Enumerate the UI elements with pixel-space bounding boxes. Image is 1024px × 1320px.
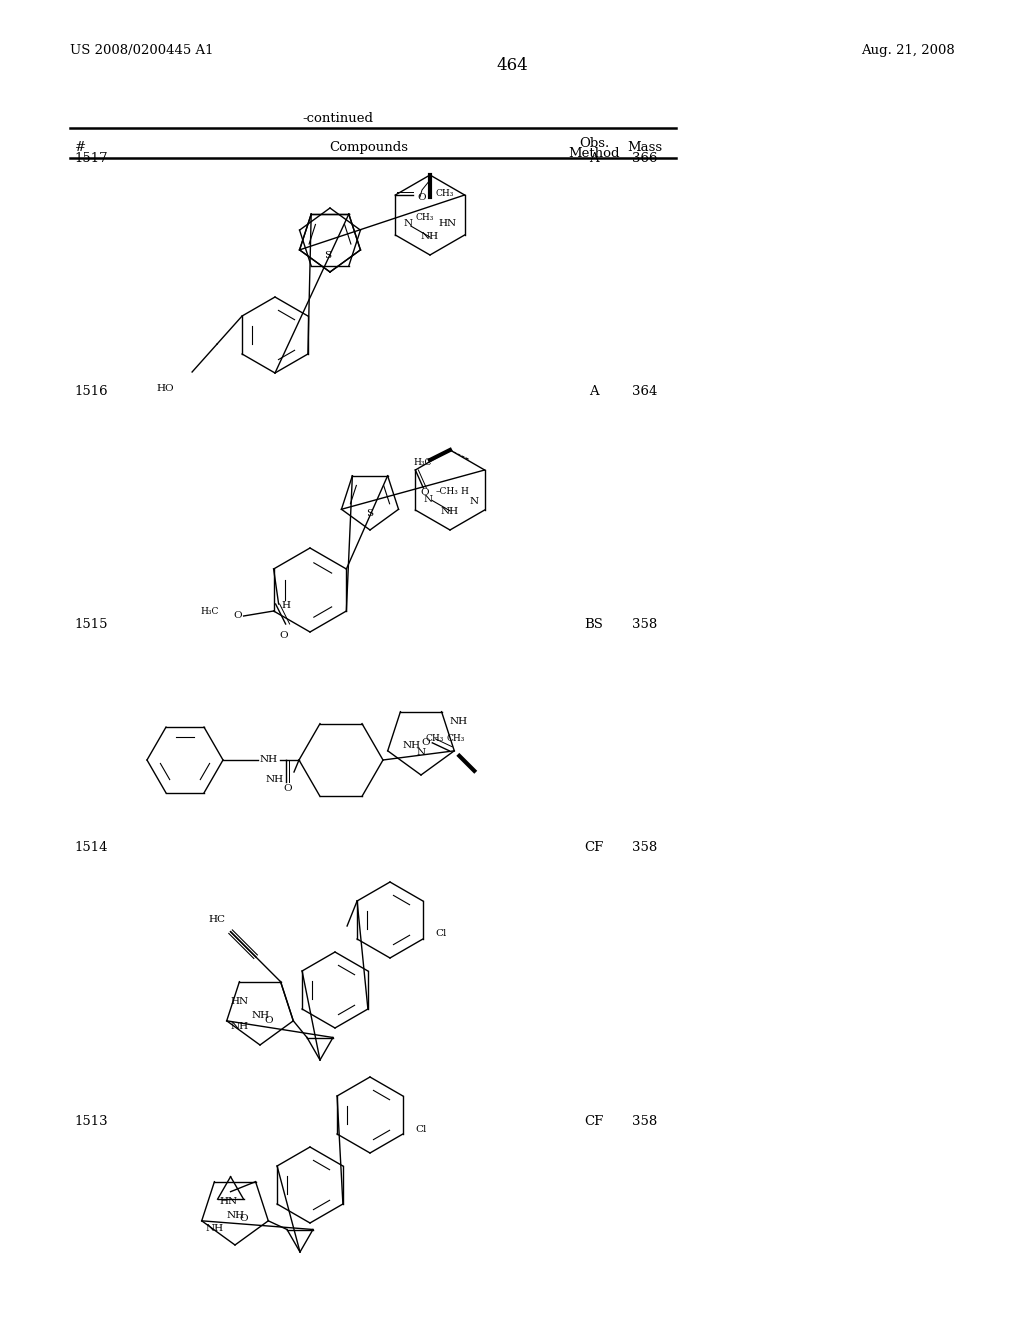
Text: Obs.: Obs. xyxy=(579,137,609,150)
Text: Method: Method xyxy=(568,147,620,160)
Text: 1513: 1513 xyxy=(75,1115,109,1129)
Text: CH₃: CH₃ xyxy=(416,213,434,222)
Text: HN: HN xyxy=(230,997,249,1006)
Text: Cl: Cl xyxy=(435,929,446,939)
Text: N: N xyxy=(403,219,413,227)
Text: 358: 358 xyxy=(633,618,657,631)
Text: 1516: 1516 xyxy=(75,385,109,399)
Text: O: O xyxy=(264,1016,273,1026)
Text: 358: 358 xyxy=(633,841,657,854)
Text: -continued: -continued xyxy=(302,112,374,125)
Text: US 2008/0200445 A1: US 2008/0200445 A1 xyxy=(70,44,213,57)
Text: N: N xyxy=(417,748,426,756)
Text: 366: 366 xyxy=(633,152,657,165)
Text: NH: NH xyxy=(421,232,439,242)
Text: NH: NH xyxy=(206,1224,223,1233)
Text: O: O xyxy=(233,611,242,620)
Text: 1514: 1514 xyxy=(75,841,109,854)
Text: CF: CF xyxy=(585,841,603,854)
Text: NH: NH xyxy=(266,775,284,784)
Text: O: O xyxy=(421,488,429,498)
Text: 1515: 1515 xyxy=(75,618,109,631)
Text: O: O xyxy=(280,631,288,640)
Text: CF: CF xyxy=(585,1115,603,1129)
Text: Mass: Mass xyxy=(628,141,663,154)
Text: H: H xyxy=(461,487,469,496)
Text: CH₃: CH₃ xyxy=(446,734,465,743)
Text: NH: NH xyxy=(441,507,459,516)
Text: CH₃: CH₃ xyxy=(426,734,444,743)
Text: H: H xyxy=(282,601,291,610)
Text: S: S xyxy=(325,251,332,260)
Text: NH: NH xyxy=(260,755,279,764)
Text: Compounds: Compounds xyxy=(329,141,409,154)
Text: H₃C: H₃C xyxy=(201,606,219,615)
Text: HC: HC xyxy=(209,915,225,924)
Text: 364: 364 xyxy=(633,385,657,399)
Text: A: A xyxy=(589,385,599,399)
Text: HN: HN xyxy=(219,1197,238,1205)
Text: N: N xyxy=(470,498,478,507)
Text: O: O xyxy=(240,1214,248,1224)
Text: A: A xyxy=(589,152,599,165)
Text: NH: NH xyxy=(402,742,421,750)
Text: NH: NH xyxy=(226,1212,245,1220)
Text: H₃C: H₃C xyxy=(414,458,432,467)
Text: O: O xyxy=(418,193,426,202)
Text: N: N xyxy=(423,495,432,504)
Text: Aug. 21, 2008: Aug. 21, 2008 xyxy=(860,44,954,57)
Text: CH₃: CH₃ xyxy=(435,189,454,198)
Text: 1517: 1517 xyxy=(75,152,109,165)
Text: O: O xyxy=(284,784,292,793)
Text: #: # xyxy=(75,141,86,154)
Text: 464: 464 xyxy=(496,58,528,74)
Text: 358: 358 xyxy=(633,1115,657,1129)
Text: –CH₃: –CH₃ xyxy=(435,487,458,496)
Text: HN: HN xyxy=(438,219,457,227)
Text: NH: NH xyxy=(230,1022,249,1031)
Text: HO: HO xyxy=(157,384,174,393)
Text: BS: BS xyxy=(585,618,603,631)
Text: NH: NH xyxy=(252,1011,270,1020)
Text: NH: NH xyxy=(450,717,468,726)
Text: Cl: Cl xyxy=(415,1125,426,1134)
Text: S: S xyxy=(367,510,374,517)
Text: O: O xyxy=(422,738,430,747)
